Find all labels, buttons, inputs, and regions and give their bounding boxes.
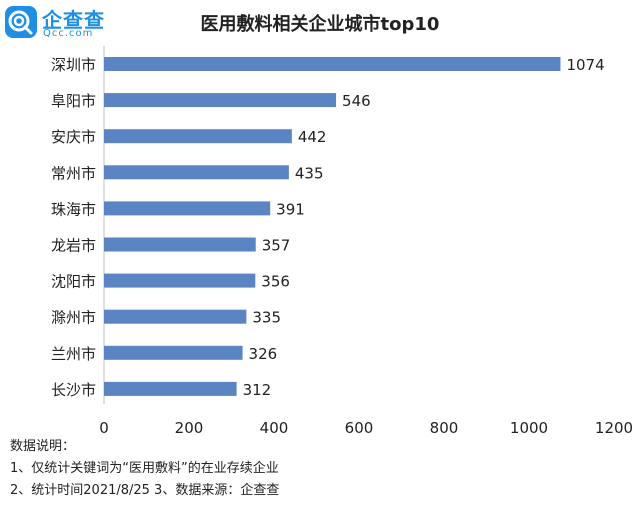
category-label: 常州市 — [51, 164, 96, 182]
bar-chart: 深圳市 1074 阜阳市 546 安庆市 442 常州市 435 珠海市 391 龙岩市 357 沈阳市… — [51, 46, 633, 437]
data-label: 357 — [262, 237, 291, 255]
bar — [104, 57, 561, 71]
data-label: 335 — [252, 309, 281, 327]
data-label: 312 — [243, 381, 272, 399]
category-label: 长沙市 — [51, 381, 96, 399]
data-label: 326 — [249, 345, 278, 363]
category-label: 安庆市 — [51, 128, 96, 146]
data-label: 442 — [298, 128, 327, 146]
x-tick-label: 400 — [260, 419, 289, 437]
bar — [104, 129, 292, 144]
data-label: 546 — [342, 92, 371, 110]
logo-domain: Qcc.com — [43, 28, 94, 39]
data-label: 356 — [261, 273, 290, 291]
bar — [104, 273, 256, 288]
data-notes: 数据说明： 1、仅统计关键词为“医用敷料”的在业存续企业 2、统计时间2021/… — [10, 436, 279, 502]
bar — [104, 345, 243, 360]
bar — [104, 309, 247, 324]
category-label: 龙岩市 — [51, 237, 96, 255]
bar — [104, 381, 237, 396]
category-label: 滁州市 — [51, 309, 96, 327]
x-tick-label: 1000 — [510, 419, 548, 437]
bar — [104, 165, 289, 180]
logo-name: 企查查 — [42, 8, 105, 32]
x-tick-label: 200 — [175, 419, 204, 437]
category-label: 沈阳市 — [51, 273, 96, 291]
data-label: 391 — [276, 200, 305, 218]
category-label: 阜阳市 — [51, 92, 96, 110]
category-label: 珠海市 — [51, 200, 96, 218]
qcc-logo-icon — [5, 6, 37, 38]
x-tick-label: 1200 — [595, 419, 633, 437]
chart-title: 医用敷料相关企业城市top10 — [200, 14, 440, 35]
category-label: 深圳市 — [51, 56, 96, 74]
bar — [104, 237, 256, 252]
category-label: 兰州市 — [51, 345, 96, 363]
x-tick-label: 800 — [430, 419, 459, 437]
x-tick-label: 600 — [345, 419, 374, 437]
data-label: 435 — [295, 164, 324, 182]
notes-heading: 数据说明： — [10, 439, 76, 454]
notes-line-1: 1、仅统计关键词为“医用敷料”的在业存续企业 — [10, 461, 279, 476]
bar — [104, 201, 271, 216]
x-tick-label: 0 — [99, 419, 109, 437]
notes-line-2: 2、统计时间2021/8/25 3、数据来源：企查查 — [10, 483, 280, 498]
data-label: 1074 — [566, 56, 604, 74]
bar — [104, 93, 337, 108]
qcc-logo: 企查查 Qcc.com — [4, 4, 114, 40]
